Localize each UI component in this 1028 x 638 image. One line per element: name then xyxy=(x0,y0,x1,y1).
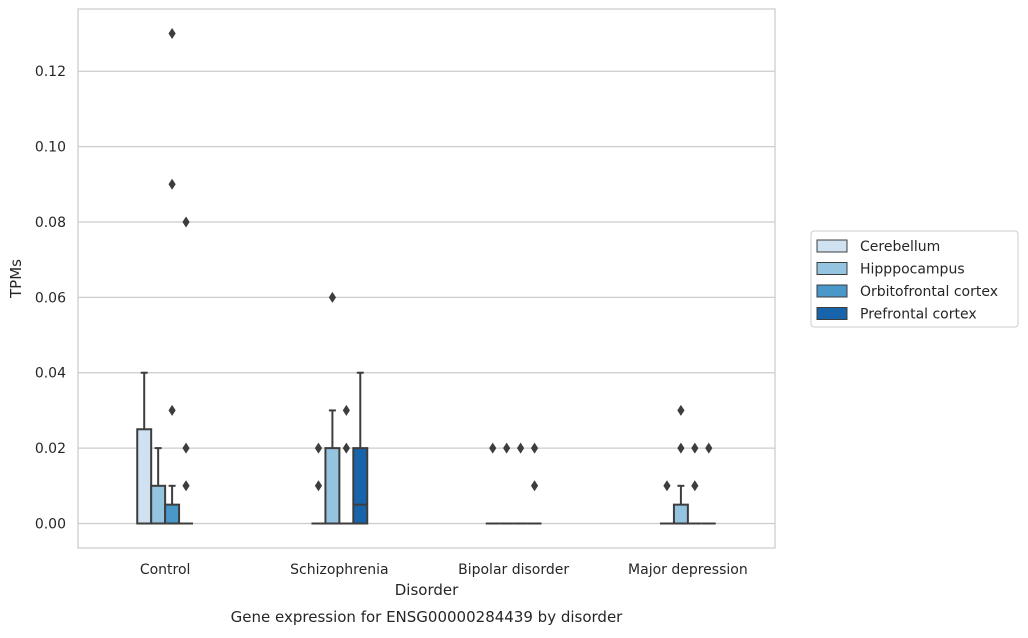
box-body xyxy=(136,428,153,525)
chart-caption: Gene expression for ENSG00000284439 by d… xyxy=(231,608,624,626)
box-prefrontal-cortex-1 xyxy=(352,371,369,525)
outlier-point xyxy=(342,404,350,416)
y-tick-label: 0.06 xyxy=(35,290,66,306)
outlier-point xyxy=(677,404,685,416)
box-body xyxy=(324,447,341,525)
legend: Cerebellum Hipppocampus Orbitofrontal cort… xyxy=(810,230,1019,328)
legend-swatch xyxy=(816,284,848,298)
box-body xyxy=(672,503,689,525)
x-tick-label: Bipolar disorder xyxy=(458,562,569,578)
outlier-point xyxy=(530,442,539,454)
box-prefrontal-cortex-0 xyxy=(179,216,194,525)
outlier-point xyxy=(182,216,190,228)
y-tick-label: 0.08 xyxy=(35,215,66,231)
y-axis-label: TPMs xyxy=(7,259,25,299)
outlier-point xyxy=(530,480,539,492)
box-orbitofrontal-cortex-1 xyxy=(339,404,354,525)
y-tick-label: 0.04 xyxy=(35,366,66,382)
box-cerebellum-0 xyxy=(136,371,153,525)
outlier-point xyxy=(705,442,713,454)
box-prefrontal-cortex-3 xyxy=(701,442,716,525)
plot-frame xyxy=(77,8,776,549)
x-tick-labels: Control Schizophrenia Bipolar disorder Majo… xyxy=(140,562,748,578)
outlier-point xyxy=(314,442,323,454)
x-tick-label: Control xyxy=(140,562,191,578)
outlier-point xyxy=(342,442,350,454)
box-hipppocampus-1 xyxy=(324,291,341,525)
box-prefrontal-cortex-2 xyxy=(527,442,542,525)
y-tick-label: 0.00 xyxy=(35,517,66,533)
y-tick-label: 0.10 xyxy=(35,140,66,156)
legend-label: Prefrontal cortex xyxy=(860,307,977,323)
x-axis-label: Disorder xyxy=(395,581,459,599)
outlier-point xyxy=(691,442,699,454)
legend-item: Cerebellum xyxy=(816,239,940,255)
y-tick-labels: 0.00 0.02 0.04 0.06 0.08 0.10 0.12 xyxy=(35,64,66,532)
outlier-point xyxy=(691,480,699,492)
outlier-point xyxy=(677,442,685,454)
box-body xyxy=(150,484,167,525)
box-orbitofrontal-cortex-2 xyxy=(513,442,528,525)
box-hipppocampus-3 xyxy=(672,404,689,525)
legend-swatch xyxy=(816,307,848,320)
legend-swatch xyxy=(816,262,848,275)
legend-frame xyxy=(810,230,1019,328)
outlier-point xyxy=(168,178,176,190)
box-cerebellum-2 xyxy=(485,442,500,525)
legend-item: Orbitofrontal cortex xyxy=(816,284,998,300)
box-hipppocampus-0 xyxy=(150,447,167,525)
outlier-point xyxy=(168,28,176,39)
outlier-point xyxy=(314,480,323,492)
outlier-point xyxy=(663,480,671,492)
x-tick-label: Schizophrenia xyxy=(290,562,388,578)
box-orbitofrontal-cortex-3 xyxy=(687,442,702,525)
box-body xyxy=(164,503,181,525)
outlier-point xyxy=(489,442,497,454)
x-tick-label: Major depression xyxy=(628,562,748,578)
legend-label: Orbitofrontal cortex xyxy=(860,284,998,300)
box-cerebellum-1 xyxy=(311,442,326,525)
outlier-point xyxy=(182,480,190,492)
legend-swatch xyxy=(816,239,848,253)
outlier-point xyxy=(328,291,337,303)
gridlines xyxy=(78,70,775,525)
legend-item: Prefrontal cortex xyxy=(816,307,977,323)
outlier-point xyxy=(503,442,511,454)
outlier-point xyxy=(516,442,525,454)
legend-item: Hipppocampus xyxy=(816,262,965,278)
outlier-point xyxy=(168,404,176,416)
box-hipppocampus-2 xyxy=(499,442,514,525)
box-layer xyxy=(136,28,716,525)
legend-label: Hipppocampus xyxy=(860,262,965,278)
box-body xyxy=(352,447,369,525)
outlier-point xyxy=(182,442,190,454)
box-orbitofrontal-cortex-0 xyxy=(164,28,181,525)
legend-label: Cerebellum xyxy=(860,239,940,255)
y-tick-label: 0.02 xyxy=(35,441,66,457)
box-cerebellum-3 xyxy=(659,480,674,525)
y-tick-label: 0.12 xyxy=(35,64,66,80)
